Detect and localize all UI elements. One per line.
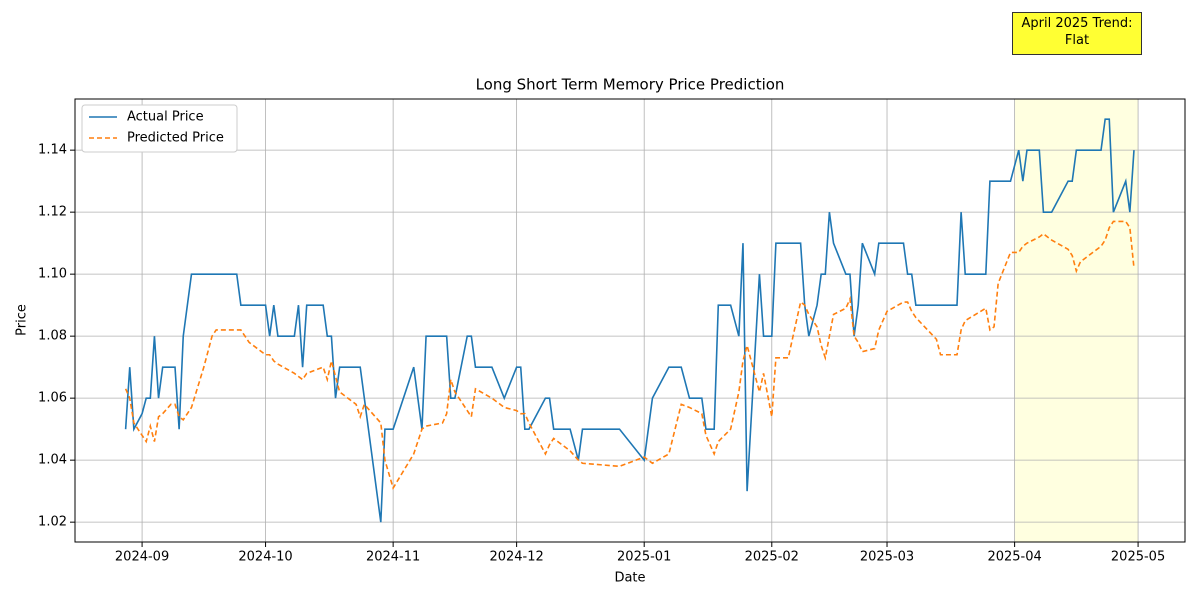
x-tick-label: 2025-03 <box>860 550 914 565</box>
y-tick-label: 1.08 <box>38 329 67 344</box>
legend-label: Actual Price <box>127 110 204 125</box>
y-tick-label: 1.04 <box>38 453 67 468</box>
plot-frame <box>74 98 1186 543</box>
x-tick-label: 2024-09 <box>115 550 169 565</box>
legend-box <box>81 104 238 153</box>
y-tick-label: 1.14 <box>38 143 67 158</box>
annotation: April 2025 Trend: Flat <box>1012 12 1142 55</box>
highlight-span <box>1014 99 1139 542</box>
price-line <box>124 220 1135 491</box>
y-tick-label: 1.12 <box>38 205 67 220</box>
legend: Actual Price Predicted Price <box>81 104 238 153</box>
x-tick-label: 2025-05 <box>1111 550 1165 565</box>
x-tick-label: 2024-12 <box>489 550 543 565</box>
price-line <box>124 118 1135 523</box>
y-tick-label: 1.06 <box>38 391 67 406</box>
x-tick-label: 2025-04 <box>987 550 1041 565</box>
x-tick-label: 2025-02 <box>745 550 799 565</box>
x-tick-label: 2024-11 <box>366 550 420 565</box>
x-tick-label: 2025-01 <box>617 550 671 565</box>
x-axis-label: Date <box>614 571 645 586</box>
y-tick-label: 1.10 <box>38 267 67 282</box>
y-tick-label: 1.02 <box>38 515 67 530</box>
chart-title: Long Short Term Memory Price Prediction <box>476 76 785 94</box>
x-tick-label: 2024-10 <box>238 550 292 565</box>
y-axis-label: Price <box>15 304 30 336</box>
legend-label: Predicted Price <box>127 131 224 146</box>
